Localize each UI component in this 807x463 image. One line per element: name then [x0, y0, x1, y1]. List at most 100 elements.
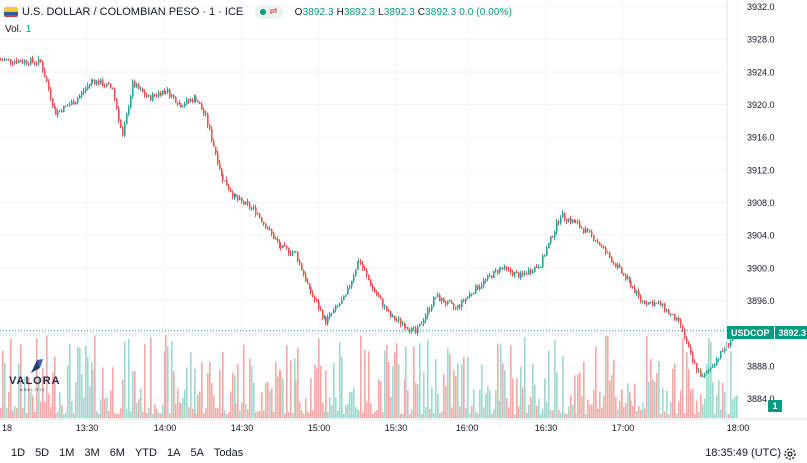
volume-bar [411, 409, 413, 418]
candle-down [409, 329, 411, 332]
candle-down [722, 350, 724, 352]
candle-down [688, 342, 690, 348]
candle-up [6, 58, 8, 60]
volume-bar [396, 343, 398, 418]
candle-down [587, 228, 589, 230]
volume-bar [277, 376, 279, 418]
symbol-title[interactable]: U.S. DOLLAR / COLOMBIAN PESO · 1 · ICE [22, 6, 244, 18]
volume-bar [160, 413, 162, 418]
candle-down [512, 272, 514, 276]
y-tick-label: 3912.0 [747, 165, 775, 175]
volume-bar [380, 381, 382, 418]
candle-up [347, 287, 349, 295]
volume-bar [171, 341, 173, 418]
volume-bar [167, 346, 169, 418]
candle-down [613, 262, 615, 264]
volume-bar [292, 412, 294, 418]
volume-bar [621, 389, 623, 418]
volume-bar [585, 413, 587, 418]
tf-3m[interactable]: 3M [84, 447, 100, 459]
volume-bar [177, 388, 179, 418]
candle-up [81, 92, 83, 96]
tf-5d[interactable]: 5D [35, 447, 50, 459]
volume-bar [8, 392, 10, 418]
candle-up [648, 301, 650, 305]
candle-down [104, 86, 106, 88]
volume-bar [184, 389, 186, 418]
candle-up [67, 105, 69, 107]
volume-bar [465, 407, 467, 418]
candle-down [154, 94, 156, 96]
volume-bar [463, 356, 465, 418]
candle-down [668, 309, 670, 315]
volume-bar [290, 360, 292, 418]
candle-up [398, 318, 400, 321]
candle-down [506, 266, 508, 269]
volume-bar [388, 362, 390, 418]
utc-clock[interactable]: 18:35:49 (UTC) [705, 447, 781, 459]
volume-bar [18, 363, 20, 418]
volume-bar [607, 335, 609, 418]
candle-down [301, 263, 303, 271]
volume-bar [255, 412, 257, 418]
volume-bar [516, 378, 518, 418]
candle-up [556, 221, 558, 232]
candle-up [495, 270, 497, 272]
volume-bar [617, 409, 619, 418]
volume-bar [605, 335, 607, 418]
volume-bar [453, 370, 455, 418]
volume-bar [57, 411, 59, 418]
candle-down [439, 295, 441, 302]
volume-bar [345, 405, 347, 418]
candle-down [201, 104, 203, 110]
volume-bar [421, 413, 423, 418]
volume-bar [94, 335, 96, 418]
candle-down [516, 272, 518, 274]
candle-up [475, 285, 477, 294]
candle-down [599, 242, 601, 246]
candle-down [310, 286, 312, 293]
candle-down [564, 212, 566, 220]
candle-up [479, 287, 481, 290]
tf-1m[interactable]: 1M [59, 447, 75, 459]
candle-up [724, 349, 726, 352]
tf-1d[interactable]: 1D [11, 447, 26, 459]
volume-bar [112, 367, 114, 418]
candle-up [59, 110, 61, 112]
volume-bar [702, 404, 704, 418]
candle-down [583, 228, 585, 233]
candle-down [686, 337, 688, 343]
volume-bar [552, 410, 554, 418]
candle-up [457, 305, 459, 308]
tf-todas[interactable]: Todas [213, 447, 244, 459]
y-tick-label: 3884.0 [747, 394, 775, 404]
volume-bar [506, 397, 508, 418]
candle-down [518, 272, 520, 278]
gear-icon[interactable] [783, 447, 797, 461]
candle-up [730, 341, 732, 346]
tf-ytd[interactable]: YTD [134, 447, 157, 459]
candle-down [314, 296, 316, 300]
tf-5a[interactable]: 5A [190, 447, 204, 459]
candle-up [481, 285, 483, 288]
candle-down [660, 302, 662, 306]
candle-down [217, 153, 219, 164]
volume-bar [560, 412, 562, 418]
candle-down [211, 128, 213, 141]
tf-1a[interactable]: 1A [166, 447, 181, 459]
volume-bar [26, 412, 28, 418]
candle-down [368, 274, 370, 281]
candle-down [114, 89, 116, 99]
market-status-pill[interactable]: ⇌ [255, 5, 283, 19]
volume-bar [132, 371, 134, 418]
volume-bar [530, 396, 532, 418]
volume-bar [366, 401, 368, 418]
tf-6m[interactable]: 6M [109, 447, 125, 459]
candle-up [130, 96, 132, 108]
volume-bar [660, 413, 662, 418]
candle-down [455, 307, 457, 309]
candle-down [112, 87, 114, 90]
candle-down [42, 61, 44, 71]
candle-up [65, 105, 67, 107]
